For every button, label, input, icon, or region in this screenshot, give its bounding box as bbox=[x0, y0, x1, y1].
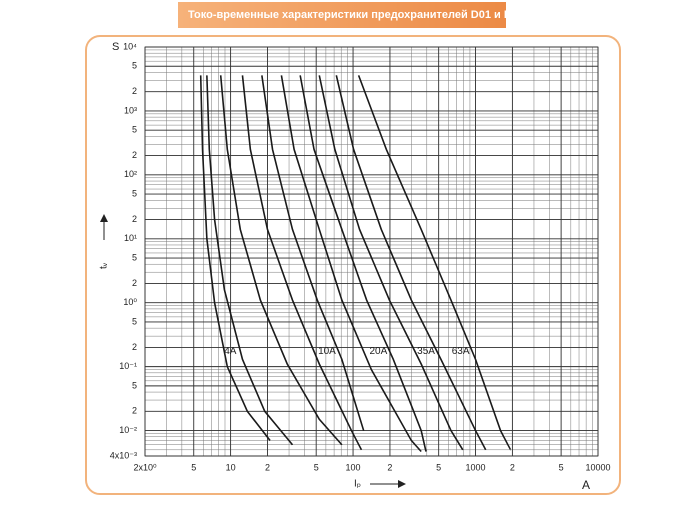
y-tick-label: 5 bbox=[132, 252, 137, 262]
y-tick-label: 2 bbox=[132, 214, 137, 224]
x-tick-label: 10 bbox=[226, 462, 236, 472]
fuse-curve bbox=[206, 75, 294, 446]
curve-label: 63A bbox=[452, 346, 470, 357]
x-axis-label: Iₚ bbox=[354, 479, 361, 490]
y-tick-label: 10⁰ bbox=[123, 297, 137, 307]
chart-title: Токо-временные характеристики предохрани… bbox=[188, 9, 524, 21]
x-tick-label: 2 bbox=[510, 462, 515, 472]
x-tick-label: 1000 bbox=[466, 462, 486, 472]
x-tick-label: 100 bbox=[346, 462, 361, 472]
y-tick-label: 10⁴ bbox=[123, 41, 137, 51]
plot: 10⁴ 5 2 10³ 5 2 10² 5 2 10¹ 5 2 10⁰ 5 2 10⁻¹ 5 2 10⁻² 4x10⁻… bbox=[110, 41, 611, 472]
y-tick-label: 10² bbox=[124, 169, 137, 179]
y-tick-label: 2 bbox=[132, 86, 137, 96]
y-tick-label: 2 bbox=[132, 150, 137, 160]
x-tick-label: 5 bbox=[314, 462, 319, 472]
frame bbox=[85, 35, 621, 495]
curve-label: 35A bbox=[417, 346, 435, 357]
x-tick-label: 2x10⁰ bbox=[133, 462, 157, 472]
x-tick-label: 10000 bbox=[585, 462, 610, 472]
y-tick-label: 10³ bbox=[124, 105, 137, 115]
y-tick-label: 2 bbox=[132, 278, 137, 288]
x-tick-label: 2 bbox=[265, 462, 270, 472]
y-arrow-head bbox=[100, 214, 108, 222]
fuse-curve bbox=[241, 75, 363, 451]
fuse-curve bbox=[299, 75, 427, 452]
y-tick-label: 5 bbox=[132, 61, 137, 71]
fuse-curve bbox=[357, 75, 512, 451]
title-bar bbox=[178, 2, 506, 28]
x-arrow-head bbox=[398, 480, 406, 488]
fuse-curve bbox=[280, 75, 422, 453]
curve-label: 4A bbox=[224, 346, 237, 357]
fuse-curve bbox=[219, 75, 343, 446]
x-tick-label: 2 bbox=[387, 462, 392, 472]
curve-label: 20A bbox=[369, 346, 387, 357]
x-tick-label: 5 bbox=[191, 462, 196, 472]
fuse-curve bbox=[318, 75, 464, 451]
y-tick-label: 5 bbox=[132, 316, 137, 326]
y-tick-label: 10⁻² bbox=[119, 425, 137, 435]
fuse-curve bbox=[261, 75, 365, 431]
y-tick-label: 4x10⁻³ bbox=[110, 450, 137, 460]
y-tick-label: 2 bbox=[132, 406, 137, 416]
fuse-curve bbox=[335, 75, 487, 451]
x-unit: A bbox=[582, 478, 590, 492]
plot-area bbox=[144, 46, 599, 457]
y-tick-label: 5 bbox=[132, 188, 137, 198]
y-tick-label: 10¹ bbox=[124, 233, 137, 243]
y-tick-label: 5 bbox=[132, 125, 137, 135]
y-tick-label: 5 bbox=[132, 380, 137, 390]
x-tick-label: 5 bbox=[436, 462, 441, 472]
curve-label: 10A bbox=[318, 346, 336, 357]
y-axis-label: tᵥ bbox=[99, 262, 110, 269]
fuse-curve bbox=[199, 75, 271, 441]
y-tick-label: 2 bbox=[132, 342, 137, 352]
y-unit: S bbox=[112, 41, 119, 53]
x-tick-label: 5 bbox=[559, 462, 564, 472]
y-tick-label: 10⁻¹ bbox=[119, 361, 137, 371]
